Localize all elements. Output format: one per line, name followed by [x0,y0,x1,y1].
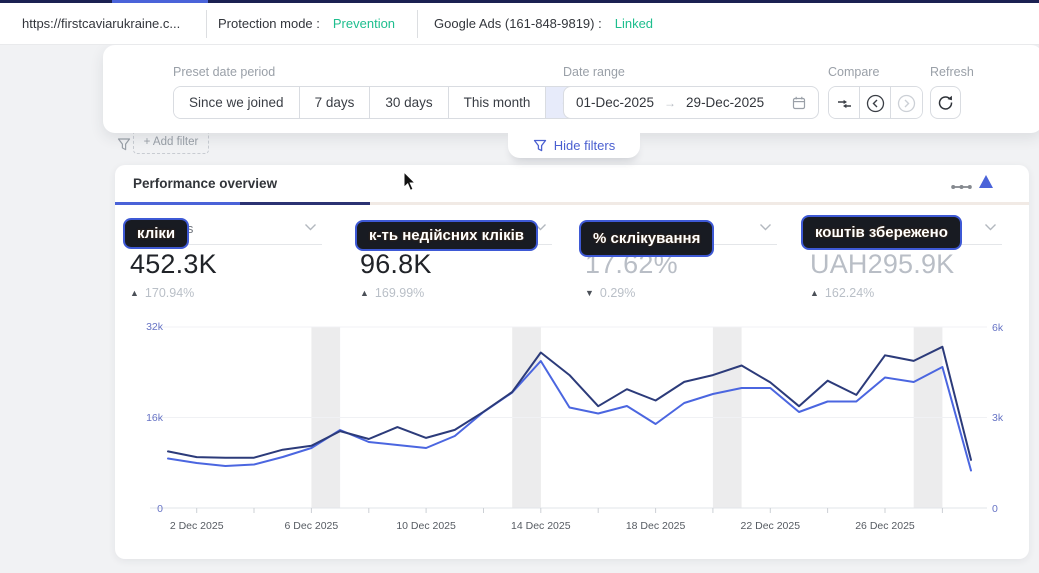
compare-button-group [828,86,923,119]
previous-period-button[interactable] [860,87,891,118]
translation-overlay: коштів збережено [801,215,962,250]
mouse-cursor [403,171,417,191]
preset-date-button-group: Since we joined 7 days 30 days This mont… [173,86,591,119]
filters-panel: Preset date period Since we joined 7 day… [103,45,1039,133]
chevron-down-icon[interactable] [759,223,772,231]
svg-text:0: 0 [157,503,163,515]
performance-chart[interactable]: 0 16k 32k 0 3k 6k 2 Dec 2025 6 Dec 2025 10 Dec 2… [115,317,1029,552]
svg-text:6k: 6k [992,322,1004,334]
filter-funnel-icon [117,138,131,151]
chevron-down-icon[interactable] [984,223,997,231]
svg-text:0: 0 [992,503,998,515]
date-range-label: Date range [563,65,625,79]
metric-underline [130,244,322,245]
svg-text:26 Dec 2025: 26 Dec 2025 [855,520,915,532]
translation-overlay: % склікування [579,220,715,257]
svg-text:18 Dec 2025: 18 Dec 2025 [626,520,686,532]
more-options-icon[interactable] [950,183,973,191]
svg-text:22 Dec 2025: 22 Dec 2025 [741,520,801,532]
hide-filters-button[interactable]: Hide filters [508,133,640,158]
chevron-down-icon[interactable] [304,223,317,231]
metric-change-value: 169.99% [374,286,425,300]
preset-date-period-label: Preset date period [173,65,276,79]
trend-up-icon: ▲ [130,288,139,298]
section-progress-bar [115,202,1029,205]
top-status-bar: https://firstcaviarukraine.c... Protecti… [0,3,1039,45]
collapse-panel-icon[interactable] [979,175,993,188]
svg-text:10 Dec 2025: 10 Dec 2025 [396,520,456,532]
date-range-arrow: → [664,95,677,110]
preset-since-we-joined-button[interactable]: Since we joined [174,87,300,118]
date-range-input[interactable]: 01-Dec-2025 → 29-Dec-2025 [563,86,819,119]
circle-chevron-right-icon [897,94,916,113]
metric-value: 452.3K [130,249,217,279]
preset-this-month-button[interactable]: This month [448,87,547,118]
svg-text:3k: 3k [992,412,1004,424]
compare-arrows-icon [837,99,851,108]
progress-segment-blue [115,202,240,205]
metric-change-value: 162.24% [824,286,875,300]
svg-text:14 Dec 2025: 14 Dec 2025 [511,520,571,532]
calendar-icon[interactable] [792,96,806,110]
metric-change-row: ▲ 162.24% [810,286,874,300]
svg-text:2 Dec 2025: 2 Dec 2025 [170,520,224,532]
translation-overlay: кліки [123,218,190,249]
google-ads-account-label: Google Ads (161-848-9819) : [434,16,602,31]
svg-text:16k: 16k [146,412,164,424]
svg-text:32k: 32k [146,321,164,333]
performance-overview-card: Performance overview Valid clicks 452.3K… [115,165,1029,559]
date-to-value[interactable]: 29-Dec-2025 [686,95,765,110]
protection-mode-label: Protection mode : [218,16,320,31]
refresh-icon [938,95,953,110]
trend-down-icon: ▼ [585,288,594,298]
compare-periods-button[interactable] [829,87,860,118]
translation-overlay: к-ть недійсних кліків [355,220,538,251]
page-load-progress-bar [0,0,1039,3]
metric-value: 96.8K [360,249,432,279]
svg-text:6 Dec 2025: 6 Dec 2025 [285,520,339,532]
progress-segment-navy [240,202,370,205]
date-from-value[interactable]: 01-Dec-2025 [576,95,655,110]
metric-change-value: 0.29% [599,286,636,300]
circle-chevron-left-icon [866,94,884,113]
refresh-label: Refresh [930,65,974,79]
metric-change-row: ▼ 0.29% [585,286,635,300]
funnel-icon [533,139,546,151]
trend-up-icon: ▲ [810,288,819,298]
page-load-progress-segment [112,0,208,3]
metric-change-row: ▲ 170.94% [130,286,194,300]
preset-7-days-button[interactable]: 7 days [299,87,371,118]
add-filter-button[interactable]: + Add filter [133,130,209,154]
card-title: Performance overview [133,176,278,191]
divider [206,9,207,38]
hide-filters-label: Hide filters [553,138,616,153]
metric-value: UAH295.9K [810,249,955,279]
preset-30-days-button[interactable]: 30 days [370,87,449,118]
divider [417,9,419,38]
protection-mode-status: Prevention [332,16,396,31]
google-ads-link-status: Linked [614,16,654,31]
site-url[interactable]: https://firstcaviarukraine.c... [22,16,181,31]
compare-label: Compare [828,65,880,79]
trend-up-icon: ▲ [360,288,369,298]
metric-change-row: ▲ 169.99% [360,286,424,300]
next-period-button[interactable] [891,87,922,118]
refresh-button[interactable] [930,86,961,119]
metric-change-value: 170.94% [144,286,195,300]
